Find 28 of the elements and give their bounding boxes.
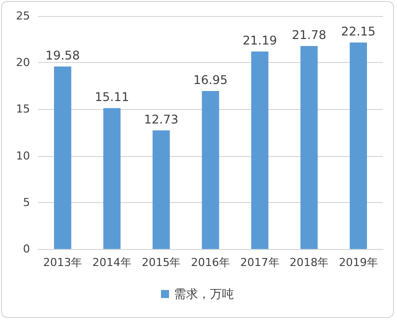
data-label: 19.58 <box>45 48 80 63</box>
y-tick-label: 10 <box>16 149 30 162</box>
y-tick-label: 20 <box>16 56 30 70</box>
data-label: 21.78 <box>292 28 326 42</box>
bar <box>152 130 170 249</box>
data-label: 12.73 <box>144 112 178 126</box>
data-label: 15.11 <box>94 90 130 104</box>
x-tick-label: 2018年 <box>290 256 329 269</box>
bar <box>103 108 121 249</box>
y-tick-label: 15 <box>16 102 30 116</box>
x-tick-label: 2017年 <box>240 256 280 269</box>
y-tick-label: 5 <box>23 196 30 209</box>
bar <box>251 52 268 249</box>
data-label: 22.15 <box>341 24 376 39</box>
y-tick-label: 0 <box>23 242 30 256</box>
y-tick-label: 25 <box>16 10 30 22</box>
x-tick-label: 2013年 <box>43 256 82 269</box>
bar <box>350 42 367 249</box>
x-tick-label: 2014年 <box>92 256 132 269</box>
x-tick-label: 2016年 <box>191 256 230 269</box>
bar <box>300 46 318 249</box>
legend-label: 需求，万吨 <box>174 287 234 301</box>
x-tick-label: 2019年 <box>338 256 378 269</box>
data-label: 16.95 <box>193 73 228 88</box>
data-label: 21.19 <box>242 34 277 48</box>
bar <box>202 91 220 249</box>
bar <box>54 66 72 249</box>
x-tick-label: 2015年 <box>142 256 181 269</box>
